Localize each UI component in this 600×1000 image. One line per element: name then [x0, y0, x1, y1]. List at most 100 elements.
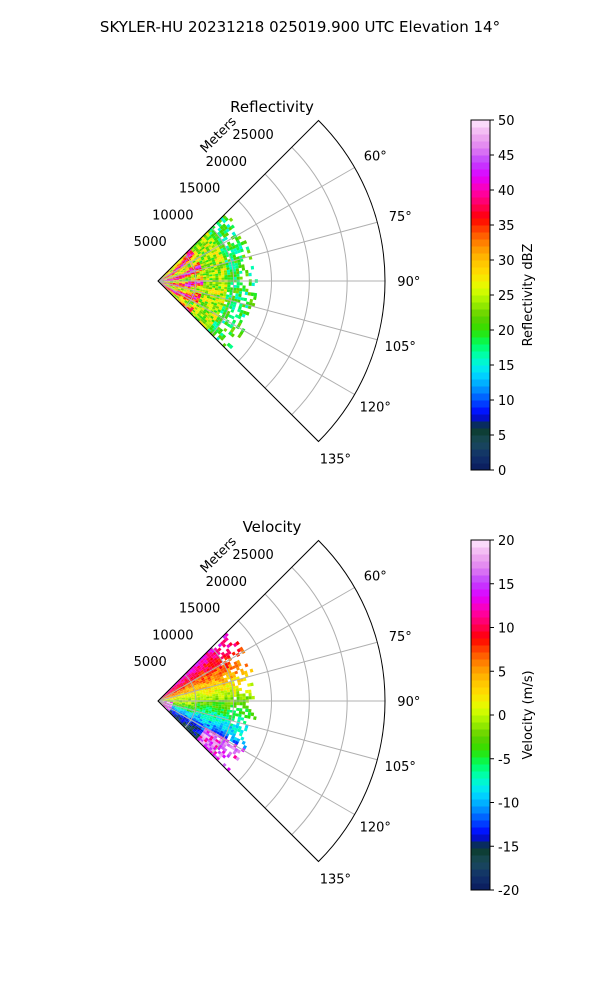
- radar-gate: [177, 294, 181, 297]
- radar-gate: [179, 702, 183, 704]
- radar-gate: [239, 248, 244, 253]
- radar-gate: [171, 267, 175, 270]
- radar-gate: [205, 666, 209, 670]
- radar-gate: [248, 282, 252, 286]
- radar-gate: [194, 251, 198, 255]
- colorbar-swatch: [471, 162, 490, 170]
- radar-gate: [177, 714, 181, 717]
- radar-gate: [202, 744, 207, 749]
- radar-gate: [250, 292, 255, 297]
- radar-gate: [198, 658, 203, 662]
- radar-gate: [174, 294, 177, 297]
- radar-gate: [186, 252, 190, 256]
- radar-gate: [184, 679, 188, 682]
- radar-gate: [171, 707, 175, 710]
- radar-gate: [197, 283, 201, 285]
- colorbar-swatch: [471, 834, 490, 842]
- radar-gate: [206, 304, 211, 308]
- radar-gate: [202, 288, 206, 291]
- radar-gate: [236, 659, 241, 664]
- radar-gate: [200, 303, 204, 306]
- radar-gate: [236, 693, 240, 697]
- radar-gate: [197, 698, 201, 701]
- radar-gate: [185, 261, 190, 264]
- radar-gate: [221, 227, 226, 232]
- radar-gate: [242, 696, 246, 700]
- radar-gate: [193, 263, 197, 266]
- radar-gate: [253, 296, 257, 301]
- radar-gate: [202, 653, 207, 658]
- radar-gate: [247, 715, 251, 719]
- azimuth-gridline: [157, 700, 378, 761]
- radar-gate: [180, 679, 184, 682]
- radar-gate: [175, 292, 179, 295]
- radar-gate: [184, 275, 188, 277]
- radar-gate: [234, 740, 239, 745]
- radar-gate: [188, 674, 192, 678]
- radar-gate: [222, 725, 226, 730]
- radar-gate: [224, 286, 228, 290]
- radar-gate: [221, 300, 225, 304]
- radar-gate: [205, 288, 209, 291]
- radar-gate: [172, 268, 176, 272]
- radar-gate: [215, 275, 219, 278]
- radar-gate: [194, 247, 198, 251]
- radar-gate: [206, 248, 210, 252]
- radar-gate: [212, 283, 216, 286]
- radar-gate: [209, 725, 213, 729]
- radial-tick-label: 20000: [206, 155, 247, 170]
- radar-gate: [167, 288, 170, 291]
- radar-gate: [174, 272, 178, 274]
- colorbar-swatch: [471, 799, 490, 807]
- radar-gate: [191, 301, 195, 305]
- radar-gate: [240, 736, 245, 741]
- radar-gate: [180, 258, 184, 262]
- radar-gate: [210, 303, 214, 307]
- radar-gate: [215, 277, 219, 280]
- radar-gate: [183, 716, 187, 720]
- radar-gate: [176, 698, 180, 700]
- radar-gate: [233, 702, 237, 706]
- radar-gate: [175, 711, 179, 715]
- radar-gate: [206, 233, 211, 238]
- radar-gate: [179, 282, 183, 284]
- radar-gate: [171, 292, 174, 296]
- radar-gate: [171, 292, 175, 295]
- radar-gate: [185, 251, 189, 255]
- radar-gate: [210, 257, 215, 261]
- radar-gate: [182, 277, 186, 279]
- radar-gate: [202, 662, 207, 667]
- radar-gate: [187, 706, 191, 709]
- colorbar-tick-label: 20: [498, 324, 515, 339]
- radar-gate: [209, 716, 213, 720]
- colorbar-swatch: [471, 638, 490, 646]
- radar-gate: [176, 290, 180, 292]
- radar-gate: [173, 290, 177, 293]
- radar-gate: [202, 286, 207, 289]
- radar-gate: [169, 290, 173, 293]
- radar-gate: [214, 292, 218, 295]
- radar-gate: [183, 677, 187, 680]
- radar-gate: [178, 681, 182, 684]
- radar-gate: [164, 286, 168, 289]
- radar-gate: [200, 236, 205, 240]
- radar-gate: [193, 302, 197, 306]
- radar-gate: [226, 689, 231, 693]
- radar-gate: [245, 696, 249, 700]
- radar-gate: [200, 676, 204, 679]
- radar-gate: [191, 281, 195, 283]
- radar-gate: [208, 235, 213, 240]
- radar-gate: [175, 267, 179, 271]
- radar-gate: [170, 282, 174, 283]
- radar-gate: [215, 305, 220, 310]
- radar-gate: [208, 317, 213, 322]
- radar-gate: [225, 684, 230, 688]
- radar-gate: [239, 696, 243, 700]
- radar-gate: [217, 647, 222, 652]
- radar-gate: [206, 276, 210, 279]
- colorbar-swatch: [471, 176, 490, 184]
- radar-gate: [178, 696, 182, 698]
- radar-gate: [181, 723, 185, 727]
- radar-gate: [211, 692, 216, 695]
